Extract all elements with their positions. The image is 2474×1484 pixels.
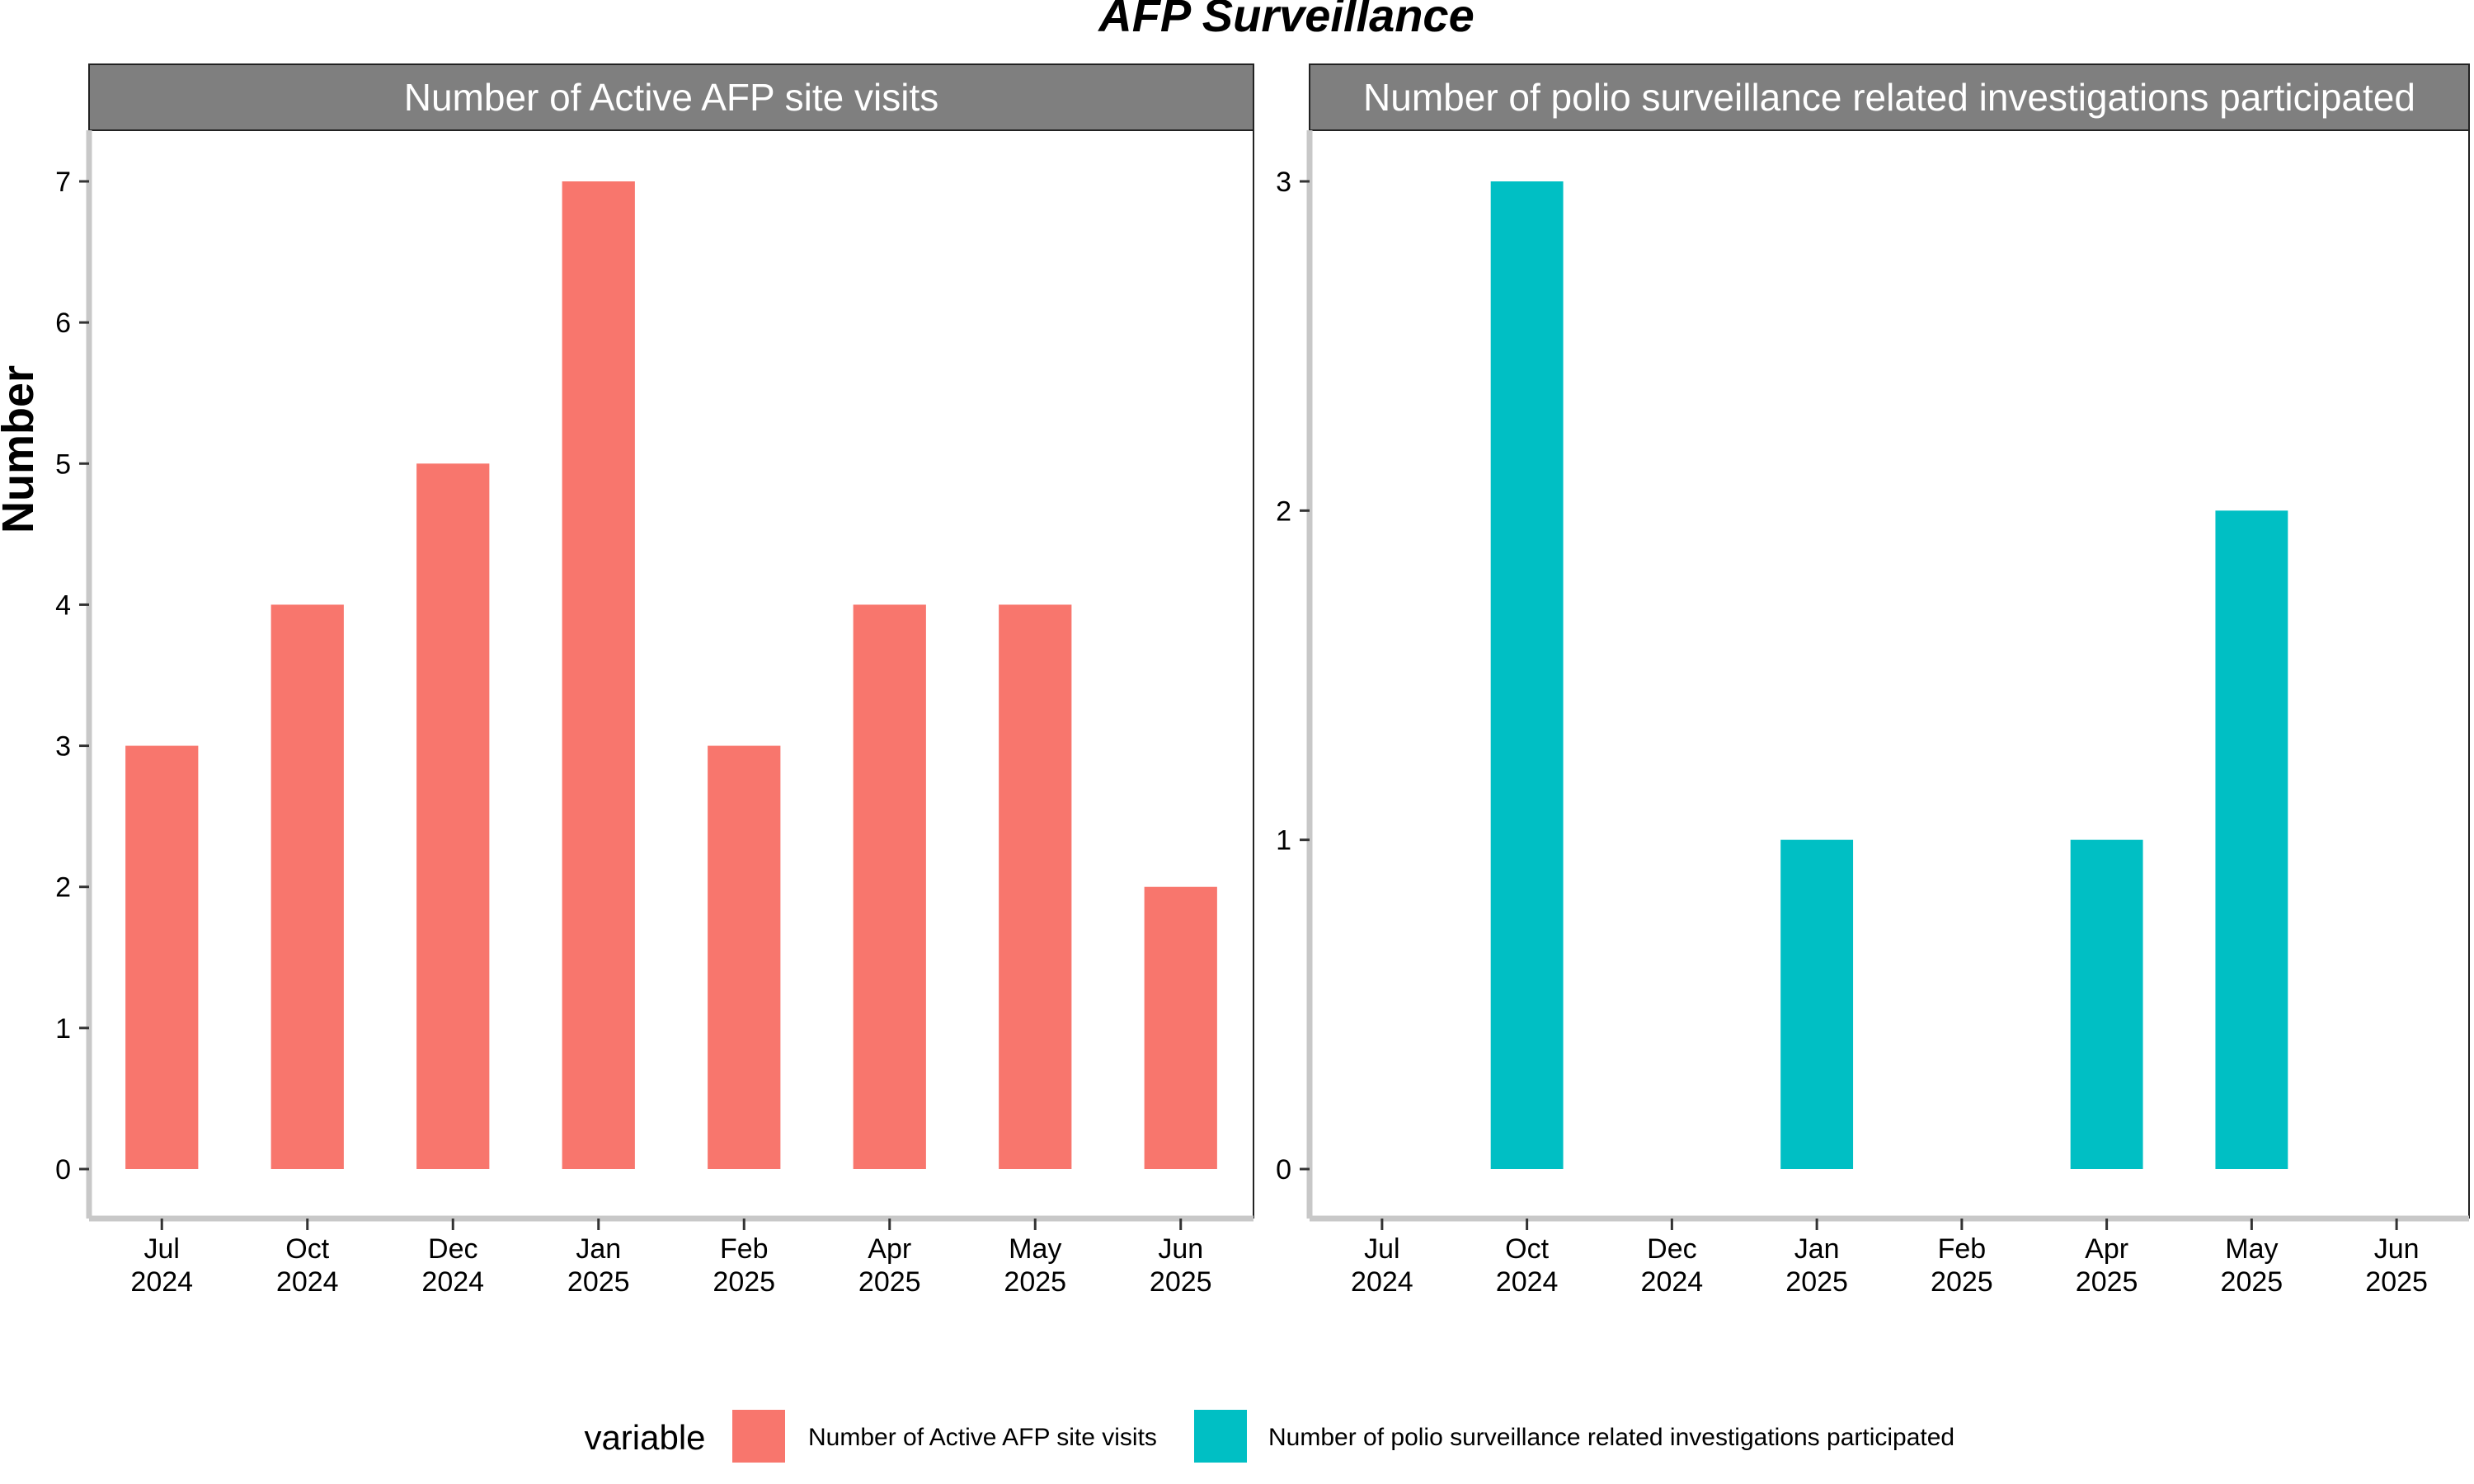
x-tick-label-year: 2025 xyxy=(1931,1266,1993,1298)
x-tick-label-month: Jan xyxy=(576,1233,621,1265)
x-tick-label-month: Dec xyxy=(428,1233,477,1265)
y-tick-label: 0 xyxy=(1276,1154,1291,1186)
x-tick-label-year: 2024 xyxy=(276,1266,339,1298)
strip-title: Number of Active AFP site visits xyxy=(404,76,939,119)
x-tick-label-year: 2025 xyxy=(1150,1266,1212,1298)
panel-2: Number of polio surveillance related inv… xyxy=(1276,63,2470,1298)
x-tick-label-year: 2024 xyxy=(1351,1266,1413,1298)
x-tick-label-month: Dec xyxy=(1647,1233,1696,1265)
bar xyxy=(2215,510,2288,1169)
bar xyxy=(125,745,199,1169)
x-tick-label-year: 2024 xyxy=(130,1266,193,1298)
x-tick-label-year: 2025 xyxy=(858,1266,921,1298)
legend: variable Number of Active AFP site visit… xyxy=(584,1410,1954,1463)
strip-background xyxy=(1309,63,2470,131)
y-tick-label: 6 xyxy=(55,308,71,339)
x-tick-label-month: May xyxy=(2225,1233,2278,1265)
bar xyxy=(999,604,1072,1169)
bar xyxy=(1780,839,1854,1169)
x-tick-label-month: Jun xyxy=(2374,1233,2420,1265)
panel-1: Number of Active AFP site visits 0 1 2 3 4 5 6 7… xyxy=(55,63,1254,1298)
bar xyxy=(562,181,635,1169)
x-tick-label-month: Oct xyxy=(285,1233,329,1265)
x-tick-label-year: 2025 xyxy=(2076,1266,2138,1298)
legend-label-series-1: Number of Active AFP site visits xyxy=(808,1424,1157,1451)
x-tick-label-year: 2025 xyxy=(1004,1266,1066,1298)
y-tick-label: 2 xyxy=(55,872,71,904)
x-tick-label-month: Apr xyxy=(2085,1233,2128,1265)
y-tick-label: 5 xyxy=(55,448,71,480)
x-tick-label-year: 2024 xyxy=(1641,1266,1704,1298)
x-tick-label-month: Feb xyxy=(1938,1233,1987,1265)
y-tick-label: 3 xyxy=(1276,167,1291,198)
bar xyxy=(1490,181,1564,1169)
x-tick-label-month: Oct xyxy=(1505,1233,1549,1265)
x-tick-label-year: 2025 xyxy=(713,1266,775,1298)
chart-title: AFP Surveillance xyxy=(1097,0,1474,41)
x-tick-label-month: Feb xyxy=(720,1233,769,1265)
x-tick-label-year: 2024 xyxy=(1496,1266,1559,1298)
bar xyxy=(853,604,926,1169)
y-tick-label: 1 xyxy=(55,1013,71,1045)
bar xyxy=(2070,839,2143,1169)
x-tick-label-month: Jul xyxy=(144,1233,180,1265)
x-tick-label-month: Jan xyxy=(1794,1233,1840,1265)
bar xyxy=(416,463,490,1169)
legend-title: variable xyxy=(584,1418,705,1457)
x-tick-label-month: Jun xyxy=(1158,1233,1203,1265)
y-tick-label: 4 xyxy=(55,589,71,621)
y-tick-label: 2 xyxy=(1276,495,1291,527)
legend-key-series-1 xyxy=(732,1410,785,1463)
x-tick-label-month: Jul xyxy=(1364,1233,1399,1265)
y-tick-label: 3 xyxy=(55,731,71,763)
bar xyxy=(270,604,344,1169)
y-axis-label: Number xyxy=(0,365,43,533)
x-tick-label-year: 2025 xyxy=(567,1266,630,1298)
legend-label-series-2: Number of polio surveillance related inv… xyxy=(1268,1424,1954,1451)
y-tick-label: 1 xyxy=(1276,825,1291,857)
x-tick-label-month: May xyxy=(1009,1233,1061,1265)
x-tick-label-year: 2024 xyxy=(421,1266,484,1298)
strip-title: Number of polio surveillance related inv… xyxy=(1363,76,2415,119)
x-tick-label-month: Apr xyxy=(868,1233,911,1265)
y-tick-label: 0 xyxy=(55,1154,71,1186)
panels: Number of Active AFP site visits 0 1 2 3 4 5 6 7… xyxy=(55,63,2470,1298)
x-tick-label-year: 2025 xyxy=(2221,1266,2284,1298)
legend-key-series-2 xyxy=(1194,1410,1247,1463)
bar xyxy=(1144,886,1217,1169)
x-tick-label-year: 2025 xyxy=(2365,1266,2428,1298)
y-tick-label: 7 xyxy=(55,167,71,198)
bar xyxy=(708,745,781,1169)
x-tick-label-year: 2025 xyxy=(1785,1266,1848,1298)
strip-background xyxy=(88,63,1254,131)
